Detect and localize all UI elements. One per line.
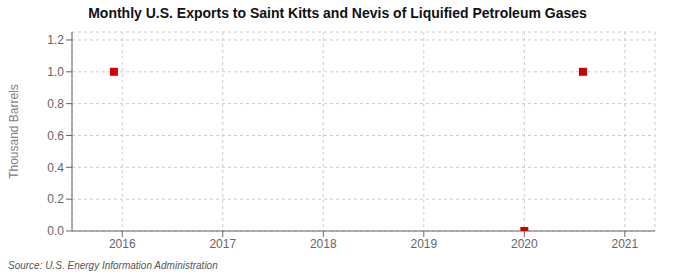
svg-text:0.0: 0.0: [47, 224, 64, 238]
html-text:Monthly U.S. Exports to Saint: Monthly U.S. Exports to Saint Kitts and …: [88, 5, 587, 21]
svg-text:1.0: 1.0: [47, 65, 64, 79]
html-text:Source: U.S. Energy Informatio: Source: U.S. Energy Information Administ…: [8, 260, 218, 271]
svg-text:0.6: 0.6: [47, 129, 64, 143]
svg-text:2019: 2019: [410, 237, 437, 251]
svg-text:Thousand Barrels: Thousand Barrels: [8, 84, 21, 179]
svg-text:2018: 2018: [310, 237, 337, 251]
svg-text:1.2: 1.2: [47, 33, 64, 47]
svg-text:2016: 2016: [109, 237, 136, 251]
svg-text:0.2: 0.2: [47, 192, 64, 206]
svg-text:0.8: 0.8: [47, 97, 64, 111]
svg-text:2021: 2021: [611, 237, 638, 251]
svg-text:0.4: 0.4: [47, 161, 64, 175]
svg-text:2017: 2017: [209, 237, 236, 251]
svg-text:2020: 2020: [511, 237, 538, 251]
